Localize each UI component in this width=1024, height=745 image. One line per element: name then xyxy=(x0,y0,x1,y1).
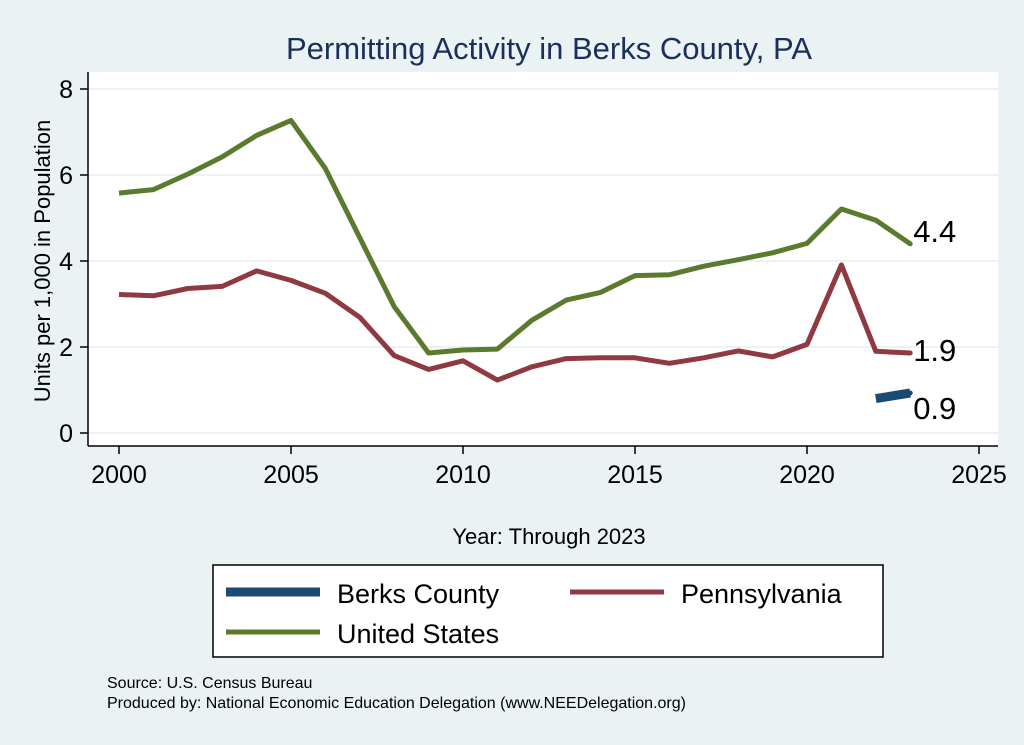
legend-box xyxy=(212,564,884,658)
y-axis-title: Units per 1,000 in Population xyxy=(30,120,55,403)
end-label-berks-county: 0.9 xyxy=(913,391,956,426)
series-end-point-united-states xyxy=(907,241,913,247)
legend-label-pennsylvania: Pennsylvania xyxy=(681,579,843,609)
plot-area xyxy=(88,72,998,446)
chart-title: Permitting Activity in Berks County, PA xyxy=(286,31,812,66)
source-note: Source: U.S. Census Bureau xyxy=(107,675,312,692)
x-axis-title: Year: Through 2023 xyxy=(452,524,645,549)
gridlines xyxy=(88,88,998,434)
producer-note: Produced by: National Economic Education… xyxy=(107,695,686,712)
series-end-point-pennsylvania xyxy=(907,350,913,356)
y-tick-label-6: 6 xyxy=(59,162,73,190)
legend-label-united-states: United States xyxy=(337,619,499,649)
x-tick-label-2010: 2010 xyxy=(435,461,491,489)
legend-label-berks-county: Berks County xyxy=(337,579,500,609)
y-tick-label-2: 2 xyxy=(59,334,73,362)
x-tick-label-2005: 2005 xyxy=(263,461,319,489)
x-tick-label-2015: 2015 xyxy=(607,461,663,489)
y-tick-label-0: 0 xyxy=(59,420,73,448)
series-line-berks-county xyxy=(875,388,911,404)
series-lines xyxy=(118,117,913,404)
x-tick-label-2000: 2000 xyxy=(91,461,147,489)
x-tick-label-2025: 2025 xyxy=(951,461,1007,489)
y-tick-label-8: 8 xyxy=(59,76,73,104)
end-labels: 0.9 1.9 4.4 xyxy=(913,214,956,426)
series-line-united-states xyxy=(118,117,912,356)
end-label-united-states: 4.4 xyxy=(913,214,956,249)
y-tick-label-4: 4 xyxy=(59,248,73,276)
series-end-point-berks-county xyxy=(907,390,913,396)
legend: Berks County Pennsylvania United States xyxy=(212,564,884,658)
series-line-pennsylvania xyxy=(118,262,911,383)
end-label-pennsylvania: 1.9 xyxy=(913,333,956,368)
axes: 0 2 4 6 8 2000 2005 2010 2015 2020 2025 xyxy=(59,72,1007,489)
x-tick-label-2020: 2020 xyxy=(779,461,835,489)
